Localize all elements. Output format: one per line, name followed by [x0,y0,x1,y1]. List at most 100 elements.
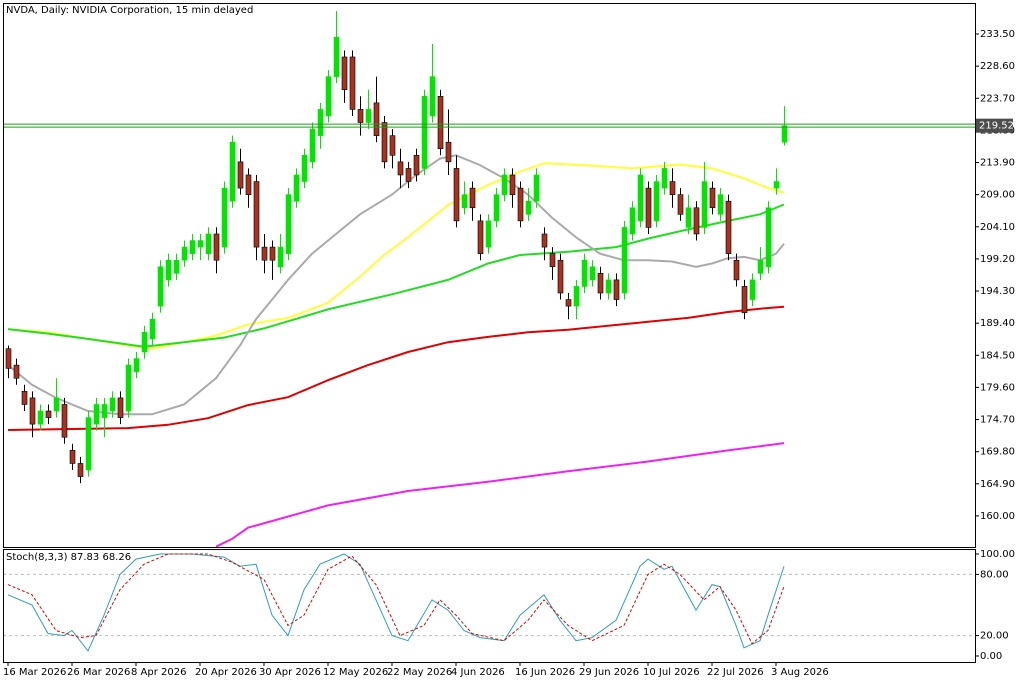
y-tick-label: 223.70 [980,93,1015,104]
candle-body [373,102,380,136]
candle-body [93,404,100,425]
candle-body [525,200,532,215]
candle-body [101,404,108,418]
candle-body [277,246,284,268]
candle-body [637,174,644,222]
y-tick-label: 100.00 [980,549,1015,560]
y-tick-label: 80.00 [980,569,1009,580]
candle-body [781,125,788,143]
y-tick-label: 194.30 [980,286,1015,297]
candle-body [157,266,164,307]
y-tick-label: 209.00 [980,190,1015,201]
candle-body [405,168,412,182]
candle-body [85,417,92,471]
candle-body [117,397,124,418]
axes: 160.00 164.90 169.80 174.70 179.60 184.50 189.… [3,29,1015,678]
y-tick-label: 184.50 [980,350,1015,361]
candle-body [461,194,468,209]
y-tick-label: 164.90 [980,479,1015,490]
candle-body [541,233,548,248]
candle-body [749,279,756,300]
candle-body [13,364,20,379]
candle-body [69,450,76,464]
candle-body [717,194,724,215]
candle-body [725,200,732,254]
candle-body [669,181,676,195]
candle-body [37,410,44,425]
candle-body [573,286,580,307]
x-tick-label: 3 Aug 2026 [771,667,829,678]
x-tick-label: 10 Jul 2026 [643,667,700,678]
candle-body [421,96,428,169]
candle-body [581,259,588,287]
candle-body [557,259,564,294]
indicator-line [7,154,785,416]
candle-body [733,259,740,281]
candle-body [333,36,340,77]
candle-body [261,246,268,261]
current-price-label: 219.52 [979,121,1014,132]
candle-body [389,135,396,156]
x-tick-label: 26 Mar 2026 [67,667,130,678]
candle-body [181,246,188,261]
candle-body [397,161,404,176]
candle-body [213,233,220,261]
candle-body [141,332,148,353]
candle-body [469,187,476,209]
indicator-line [7,553,785,652]
candle-body [701,181,708,228]
price-panel [3,11,975,547]
candle-body [53,397,60,412]
candle-body [77,463,84,477]
x-tick-label: 8 Apr 2026 [131,667,186,678]
candle-body [29,397,36,425]
chart-title: NVDA, Daily: NVIDIA Corporation, 15 min … [6,5,253,16]
candle-body [357,109,364,123]
candle-body [693,207,700,235]
candle-body [629,207,636,235]
stochastic-panel [3,553,975,652]
candle-body [253,181,260,248]
candle-body [221,187,228,248]
candle-body [197,240,204,248]
candle-body [485,220,492,248]
candle-body [445,141,452,163]
indicator-line [215,442,785,547]
candle-body [653,181,660,222]
candle-body [365,109,372,123]
candle-body [477,220,484,254]
candle-body [317,109,324,136]
candle-body [437,96,444,150]
y-tick-label: 20.00 [980,631,1009,642]
candle-body [549,253,556,268]
candle-body [517,187,524,222]
x-tick-label: 22 Jul 2026 [707,667,764,678]
candle-body [621,227,628,294]
candle-body [325,76,332,117]
x-tick-label: 16 Mar 2026 [3,667,66,678]
candle-body [165,259,172,281]
candle-body [605,279,612,294]
candle-body [381,122,388,163]
candle-body [589,266,596,281]
candle-body [613,279,620,300]
candle-body [301,155,308,182]
candle-body [229,141,236,202]
candle-body [645,187,652,228]
y-tick-label: 189.40 [980,318,1015,329]
y-tick-label: 169.80 [980,447,1015,458]
y-tick-label: 179.60 [980,382,1015,393]
y-tick-label: 228.60 [980,61,1015,72]
candle-body [493,194,500,222]
candle-body [245,174,252,195]
candle-body [349,56,356,110]
candle-body [685,207,692,228]
y-tick-label: 233.50 [980,29,1015,40]
candle-body [341,56,348,91]
candle-body [709,187,716,209]
y-tick-label: 160.00 [980,511,1015,522]
candle-body [269,246,276,261]
candle-body [237,161,244,189]
candle-body [5,348,12,369]
